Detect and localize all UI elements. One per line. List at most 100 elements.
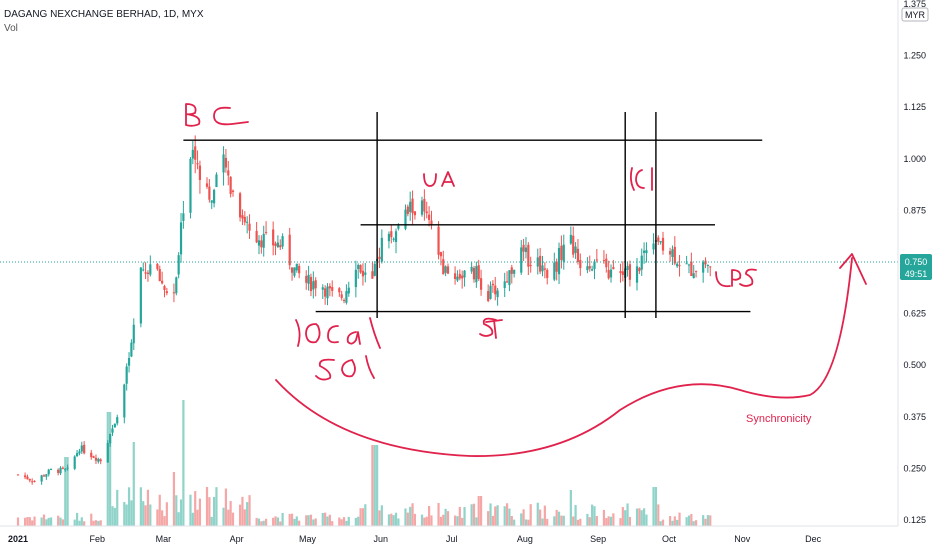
candle-body [274, 243, 277, 247]
volume-bar [541, 518, 544, 526]
candle-body [295, 263, 298, 271]
candle-body [45, 474, 48, 477]
candle-body [328, 286, 331, 289]
candle-body [260, 240, 263, 248]
volume-bar [127, 487, 131, 526]
candle-body [489, 285, 492, 299]
volume-bar [444, 508, 447, 526]
annotation-lcl [629, 167, 653, 191]
candle-body [359, 265, 362, 273]
volume-bar [635, 508, 639, 526]
volume-bar [659, 521, 662, 526]
volume-bar [510, 516, 513, 526]
candle-body [248, 223, 251, 231]
volume-bar [210, 516, 213, 526]
candle-body [73, 456, 76, 469]
volume-bar [331, 521, 334, 526]
volume-bar [687, 515, 691, 526]
candle-body [321, 287, 324, 290]
candle-body [83, 444, 86, 454]
volume-bar [709, 515, 712, 526]
candle-body [380, 237, 383, 262]
volume-bar [607, 516, 610, 526]
volume-bar [208, 497, 211, 526]
y-tick-label: 0.250 [903, 463, 926, 473]
volume-bar [49, 517, 53, 526]
volume-bar [309, 514, 313, 526]
annotation-bc [185, 103, 249, 127]
candle-body [196, 163, 199, 165]
y-tick-label: 0.875 [903, 205, 926, 215]
candle-body [198, 165, 202, 180]
candle-body [47, 469, 50, 475]
candle-body [529, 265, 532, 267]
candle-body [671, 249, 674, 257]
volume-bar [423, 517, 426, 526]
candle-body [602, 260, 606, 262]
volume-bar [125, 504, 128, 526]
candle-body [487, 291, 490, 302]
candle-body [444, 266, 447, 273]
volume-bar [456, 516, 459, 526]
volume-bar [149, 504, 152, 526]
volume-bar [305, 515, 308, 526]
volume-bar [624, 510, 627, 526]
time-axis[interactable]: 2021 Feb Mar Apr May Jun Jul Aug Sep Oct Nov Dec [0, 525, 898, 544]
volume-bar [593, 506, 596, 526]
candle-body [612, 267, 615, 270]
candle-body [673, 246, 676, 264]
volume-bar [479, 496, 483, 526]
volume-bar [378, 510, 381, 526]
x-tick-label: 2021 [8, 534, 28, 544]
volume-bar [172, 472, 176, 526]
candle-body [113, 423, 116, 428]
candle-body [281, 236, 284, 247]
volume-bar [61, 519, 64, 526]
volume-bar [628, 516, 632, 526]
volume-bar [196, 509, 199, 526]
volume-bar [73, 519, 76, 526]
candle-body [326, 286, 329, 299]
candle-body [189, 158, 192, 213]
volume-bar [638, 508, 641, 526]
volume-bar [288, 513, 291, 526]
volume-bar [182, 400, 185, 526]
candle-body [172, 292, 176, 294]
volume-bar [524, 519, 528, 526]
volume-bar [161, 510, 164, 526]
candle-body [238, 193, 242, 218]
candle-body [574, 246, 577, 253]
volume-bar [392, 515, 395, 526]
volume-bar [328, 514, 331, 526]
candle-body [605, 258, 608, 268]
candle-body [560, 245, 563, 261]
candle-body [527, 244, 530, 267]
candle-body [205, 183, 209, 187]
candle-body [470, 266, 473, 272]
volume-bar [312, 519, 315, 526]
volume-bar [626, 503, 629, 526]
candle-body [479, 278, 483, 290]
candle-body [149, 264, 152, 275]
candle-body [156, 263, 159, 270]
volume-bar [602, 509, 606, 526]
candle-body [42, 475, 46, 477]
volume-bar [227, 509, 230, 526]
candle-body [461, 275, 464, 279]
volume-bar [678, 512, 681, 526]
candle-body [109, 433, 112, 444]
volume-bar [215, 487, 218, 526]
volume-bar [704, 518, 707, 526]
candle-body [314, 280, 317, 289]
candle-body [503, 281, 506, 289]
candle-body [520, 247, 523, 273]
last-price-tag: 0.750 49:51 [900, 254, 932, 280]
candle-body [92, 456, 95, 458]
volume-bar [307, 515, 310, 526]
candle-body [668, 251, 672, 255]
y-tick-label: 0.625 [903, 309, 926, 319]
candle-body [312, 281, 315, 290]
candle-body [255, 230, 258, 243]
candle-body [595, 259, 598, 261]
